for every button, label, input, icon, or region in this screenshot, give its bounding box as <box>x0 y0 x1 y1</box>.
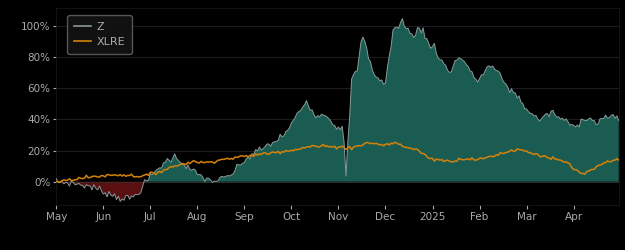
Legend: Z, XLRE: Z, XLRE <box>68 15 132 54</box>
